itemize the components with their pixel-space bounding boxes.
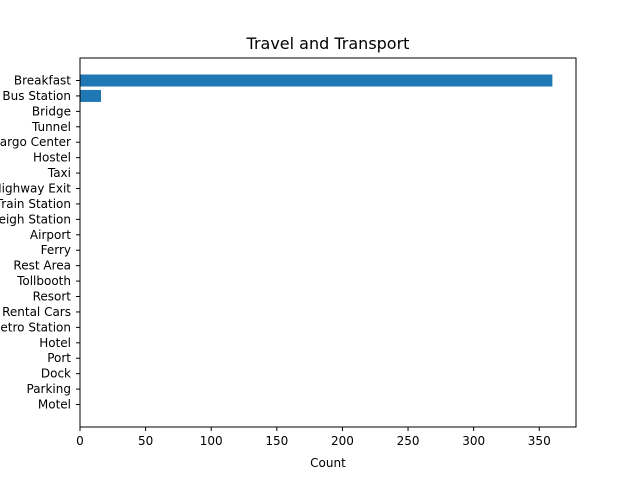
- y-tick-label: Tollbooth: [16, 274, 71, 288]
- y-tick-label: Ferry: [41, 243, 71, 257]
- x-tick-label: 350: [528, 434, 551, 448]
- y-tick-label: Highway Exit: [0, 182, 71, 196]
- y-tick-label: Dock: [41, 367, 71, 381]
- x-axis: 0 50 100 150 200 250 300 350: [76, 427, 551, 448]
- y-tick-label: Hostel: [33, 151, 71, 165]
- bar: [80, 89, 101, 102]
- y-tick-label: Taxi: [47, 166, 71, 180]
- bars-group: [80, 74, 553, 102]
- y-tick-label: Bus Station: [2, 89, 71, 103]
- y-tick-label: Rental Cars: [2, 305, 71, 319]
- y-tick-label: Metro Station: [0, 320, 71, 334]
- y-tick-label: Motel: [38, 398, 71, 412]
- x-tick-label: 150: [265, 434, 288, 448]
- y-tick-label: Rest Area: [13, 259, 71, 273]
- y-tick-label: Weigh Station: [0, 212, 71, 226]
- y-tick-label: Train Station: [0, 197, 71, 211]
- y-tick-label: Resort: [33, 290, 72, 304]
- bar: [80, 74, 553, 87]
- y-tick-label: Parking: [27, 382, 72, 396]
- y-tick-label: Airport: [30, 228, 71, 242]
- y-tick-label: Port: [47, 351, 71, 365]
- plot-frame: [79, 57, 577, 428]
- x-tick-label: 200: [331, 434, 354, 448]
- x-tick-label: 300: [462, 434, 485, 448]
- x-axis-label: Count: [310, 456, 346, 470]
- chart-title: Travel and Transport: [246, 34, 410, 53]
- x-tick-label: 250: [397, 434, 420, 448]
- x-tick-label: 50: [138, 434, 153, 448]
- y-tick-label: Hotel: [39, 336, 71, 350]
- y-tick-label: Bridge: [32, 104, 71, 118]
- y-tick-label: Breakfast: [14, 74, 71, 88]
- x-tick-label: 100: [200, 434, 223, 448]
- x-tick-label: 0: [76, 434, 84, 448]
- y-tick-label: Tunnel: [31, 120, 71, 134]
- y-tick-label: Cargo Center: [0, 135, 71, 149]
